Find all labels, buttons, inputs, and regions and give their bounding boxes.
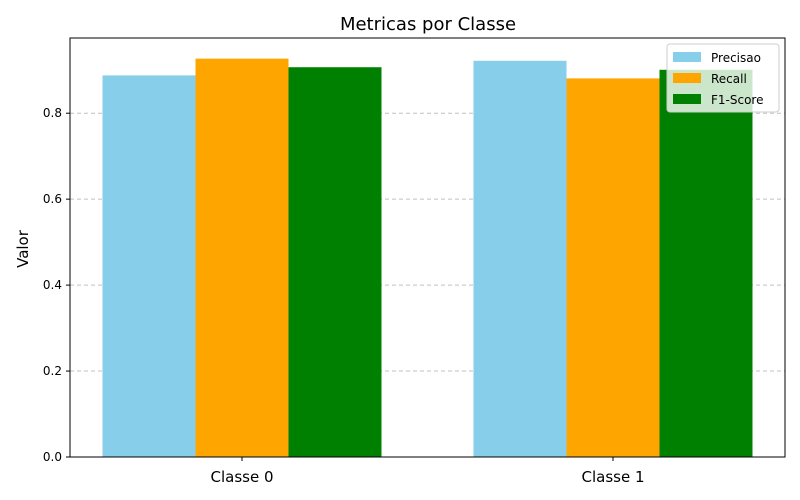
bar-recall-1 (566, 78, 660, 457)
legend-label: F1-Score (711, 93, 763, 107)
y-tick-label: 0.8 (43, 106, 62, 120)
x-tick-label: Classe 1 (581, 468, 644, 486)
bars-group (102, 58, 753, 458)
y-tick-label: 0.4 (43, 278, 62, 292)
y-tick-label: 0.6 (43, 192, 62, 206)
axes (69, 37, 786, 458)
bar-precisao-1 (473, 60, 567, 458)
bar-precisao-0 (102, 75, 196, 457)
legend-swatch (673, 73, 701, 83)
y-axis-label: Valor (14, 229, 32, 268)
x-ticks: Classe 0 Classe 1 (210, 457, 645, 486)
bar-f1-score-0 (288, 67, 382, 457)
x-tick-label: Classe 0 (210, 468, 273, 486)
y-ticks: 0.0 0.2 0.4 0.6 0.8 (43, 106, 70, 464)
y-tick-label: 0.2 (43, 364, 62, 378)
legend-label: Precisao (711, 51, 761, 65)
bar-f1-score-1 (659, 69, 753, 457)
legend-swatch (673, 52, 701, 62)
plot-frame (69, 37, 786, 458)
legend: Precisao Recall F1-Score (666, 43, 780, 113)
y-tick-label: 0.0 (43, 450, 62, 464)
legend-swatch (673, 94, 701, 104)
chart-title: Metricas por Classe (340, 14, 516, 35)
bar-recall-0 (195, 58, 289, 458)
legend-label: Recall (711, 72, 747, 86)
